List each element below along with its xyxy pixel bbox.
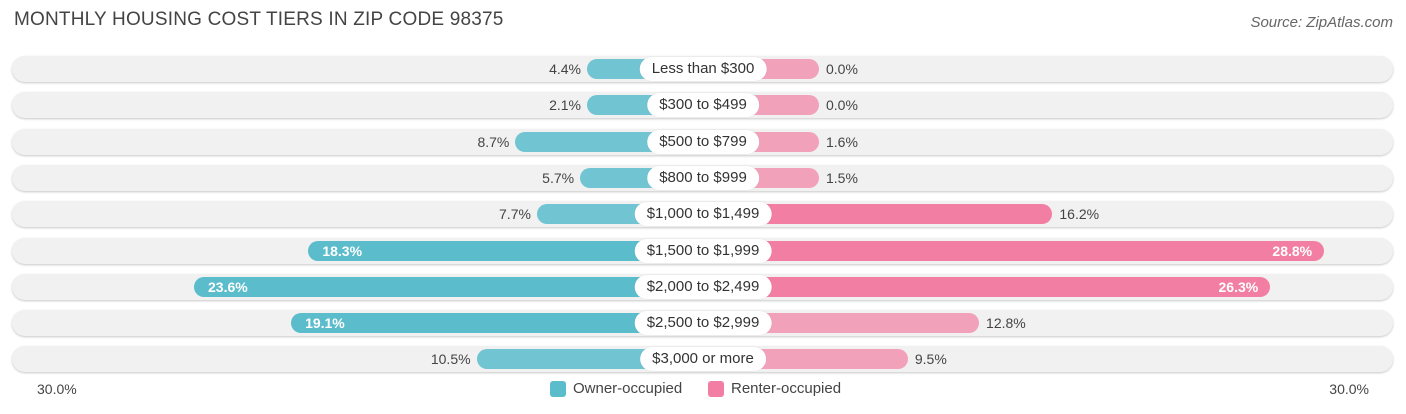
chart-source: Source: ZipAtlas.com <box>1250 14 1393 31</box>
category-label: $2,000 to $2,499 <box>634 274 772 299</box>
value-label-owner: 4.4% <box>549 61 581 77</box>
category-label: $2,500 to $2,999 <box>634 311 772 336</box>
value-label-owner: 23.6% <box>208 278 248 295</box>
value-label-owner: 7.7% <box>499 206 531 223</box>
legend-owner: Owner-occupied <box>550 380 682 397</box>
value-label-owner: 8.7% <box>477 133 510 150</box>
value-label-owner: 19.1% <box>305 315 345 332</box>
value-label-renter: 16.2% <box>1059 206 1100 223</box>
legend-owner-swatch <box>550 380 566 397</box>
bar-renter <box>703 313 980 334</box>
axis-label-left: 30.0% <box>37 381 77 397</box>
value-label-owner: 5.7% <box>542 169 575 186</box>
category-label: $500 to $799 <box>647 129 759 154</box>
bar-owner <box>194 276 703 297</box>
bar-renter <box>703 276 1271 297</box>
bar-renter <box>703 240 1325 261</box>
value-label-renter: 9.5% <box>914 351 947 368</box>
category-label: Less than $300 <box>639 57 767 81</box>
category-label: $1,500 to $1,999 <box>634 238 772 263</box>
value-label-owner: 2.1% <box>549 97 581 114</box>
category-label: $800 to $999 <box>647 165 759 190</box>
value-label-renter: 1.5% <box>826 169 858 186</box>
value-label-renter: 26.3% <box>1218 278 1259 295</box>
category-label: $1,000 to $1,499 <box>634 202 772 227</box>
value-label-owner: 18.3% <box>322 242 363 259</box>
bar-owner <box>291 313 703 334</box>
value-label-renter: 0.0% <box>826 97 858 114</box>
legend-renter-label: Renter-occupied <box>731 380 842 397</box>
value-label-renter: 1.6% <box>826 133 858 150</box>
value-label-renter: 0.0% <box>826 61 858 77</box>
category-label: $3,000 or more <box>640 347 766 372</box>
chart-title: MONTHLY HOUSING COST TIERS IN ZIP CODE 9… <box>14 9 504 30</box>
legend-renter: Renter-occupied <box>708 380 841 397</box>
value-label-renter: 28.8% <box>1272 242 1313 259</box>
axis-label-right: 30.0% <box>1329 381 1369 397</box>
bar-owner <box>308 240 703 261</box>
category-label: $300 to $499 <box>647 93 759 118</box>
value-label-owner: 10.5% <box>430 351 471 368</box>
value-label-renter: 12.8% <box>986 315 1026 332</box>
legend-renter-swatch <box>708 380 724 397</box>
legend-owner-label: Owner-occupied <box>573 380 683 397</box>
bar-renter <box>703 204 1053 225</box>
